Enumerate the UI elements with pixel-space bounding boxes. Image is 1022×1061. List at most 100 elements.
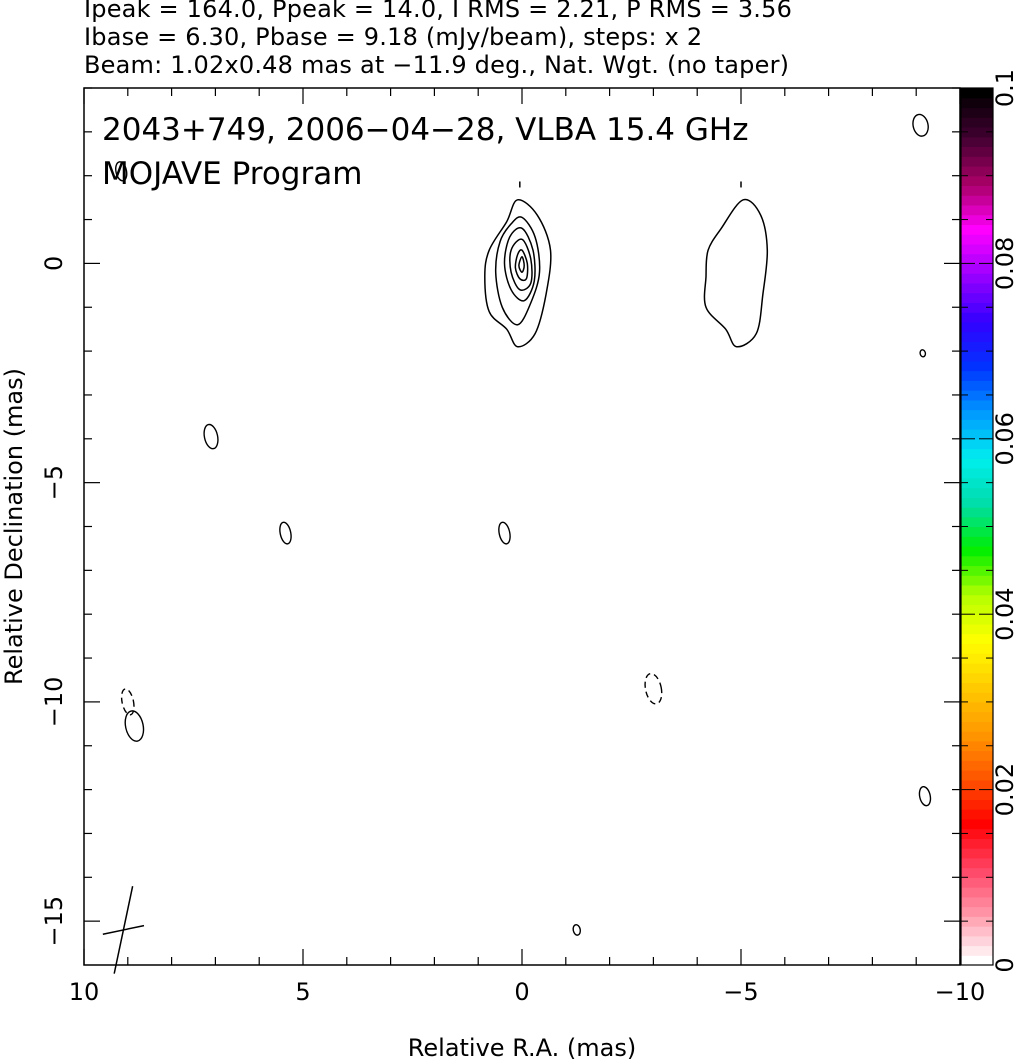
colorbar-swatch	[961, 594, 993, 606]
y-tick-label: −10	[40, 677, 68, 728]
noise-contour	[279, 521, 292, 545]
colorbar-swatch	[961, 809, 993, 820]
colorbar-swatch	[961, 955, 993, 966]
contour-line	[503, 227, 536, 302]
noise-contour	[124, 710, 145, 742]
plot-frame	[83, 87, 961, 966]
colorbar-swatch	[961, 331, 993, 342]
colorbar-swatch	[961, 750, 993, 761]
colorbar-swatch	[961, 516, 993, 528]
colorbar-swatch	[961, 935, 993, 947]
colorbar: 0 0.02 0.04 0.06 0.08 0.1	[960, 69, 1019, 973]
axis-ticks: 10 5 0 −5 −10 0 −5 −10 −15	[40, 87, 986, 1006]
colorbar-swatch	[961, 623, 993, 635]
colorbar-swatch	[961, 487, 993, 498]
y-tick-label: 0	[40, 256, 68, 271]
x-axis-label: Relative R.A. (mas)	[408, 1034, 636, 1061]
colorbar-swatch	[961, 399, 993, 411]
colorbar-swatch	[961, 526, 993, 537]
noise-contour	[918, 785, 932, 807]
colorbar-swatch	[961, 165, 993, 177]
colorbar-swatch	[961, 721, 993, 732]
colorbar-swatch	[961, 838, 993, 849]
colorbar-swatch	[961, 282, 993, 294]
colorbar-swatch	[961, 214, 993, 226]
y-tick-label: −15	[40, 896, 68, 947]
negative-contour	[644, 672, 663, 705]
colorbar-swatch	[961, 604, 993, 615]
colorbar-swatch	[961, 770, 993, 781]
colorbar-swatch	[961, 312, 993, 323]
beam-minor-axis	[102, 924, 145, 935]
colorbar-swatch	[961, 126, 993, 138]
noise-contour	[572, 924, 582, 936]
colorbar-swatch	[961, 117, 993, 128]
colorbar-swatch	[961, 175, 993, 187]
colorbar-swatch	[961, 253, 993, 264]
colorbar-swatch	[961, 234, 993, 245]
colorbar-swatch	[961, 536, 993, 547]
colorbar-swatch	[961, 195, 993, 206]
colorbar-swatch	[961, 224, 993, 235]
colorbar-swatch	[961, 555, 993, 567]
contour-line	[514, 249, 529, 282]
contour-layer	[102, 113, 932, 974]
colorbar-swatch	[961, 273, 993, 284]
y-axis-label: Relative Declination (mas)	[0, 368, 28, 685]
contour-line	[703, 198, 769, 348]
colorbar-swatch	[961, 156, 993, 167]
colorbar-swatch	[961, 701, 993, 713]
colorbar-swatch	[961, 97, 993, 109]
plot-title: 2043+749, 2006−04−28, VLBA 15.4 GHz	[102, 112, 748, 148]
colorbar-swatch	[961, 429, 993, 440]
colorbar-swatch	[961, 477, 993, 489]
noise-contour	[203, 423, 219, 450]
colorbar-swatch	[961, 614, 993, 625]
colorbar-swatch	[961, 828, 993, 839]
noise-contour	[912, 113, 929, 137]
colorbar-swatch	[961, 877, 993, 888]
colorbar-swatch	[961, 292, 993, 303]
x-tick-label: 5	[295, 978, 310, 1006]
colorbar-swatch	[961, 204, 993, 216]
colorbar-swatch	[961, 438, 993, 450]
colorbar-swatch	[961, 857, 993, 869]
colorbar-swatch	[961, 360, 993, 372]
colorbar-swatch	[961, 545, 993, 557]
colorbar-swatch	[961, 887, 993, 898]
noise-contour	[919, 349, 927, 358]
colorbar-swatch	[961, 380, 993, 391]
beam-marker	[102, 886, 145, 974]
contour-line	[509, 238, 533, 291]
plot-area: 10 5 0 −5 −10 0 −5 −10 −15 2043+749, 2006−04−28,…	[40, 87, 986, 1006]
colorbar-swatch	[961, 565, 993, 576]
colorbar-swatch	[961, 653, 993, 664]
x-tick-label: −5	[723, 978, 758, 1006]
colorbar-tick-label: 0.04	[991, 587, 1019, 640]
colorbar-swatch	[961, 497, 993, 508]
contour-line	[518, 256, 525, 273]
colorbar-swatch	[961, 468, 993, 479]
noise-contour	[498, 521, 511, 545]
colorbar-swatch	[961, 458, 993, 469]
colorbar-swatch	[961, 390, 993, 401]
colorbar-swatch	[961, 643, 993, 654]
colorbar-swatch	[961, 760, 993, 771]
colorbar-swatch	[961, 507, 993, 518]
colorbar-swatch	[961, 867, 993, 878]
colorbar-swatch	[961, 409, 993, 420]
contour-line	[494, 216, 541, 326]
colorbar-swatch	[961, 682, 993, 693]
colorbar-swatch	[961, 370, 993, 381]
colorbar-swatch	[961, 584, 993, 596]
colorbar-swatch	[961, 916, 993, 927]
x-tick-label: −10	[935, 978, 986, 1006]
colorbar-swatch	[961, 419, 993, 430]
colorbar-swatch	[961, 243, 993, 255]
noise-contour	[115, 161, 128, 182]
colorbar-swatch	[961, 302, 993, 313]
y-tick-label: −5	[40, 465, 68, 500]
component-core	[484, 181, 552, 348]
colorbar-swatch	[961, 818, 993, 830]
